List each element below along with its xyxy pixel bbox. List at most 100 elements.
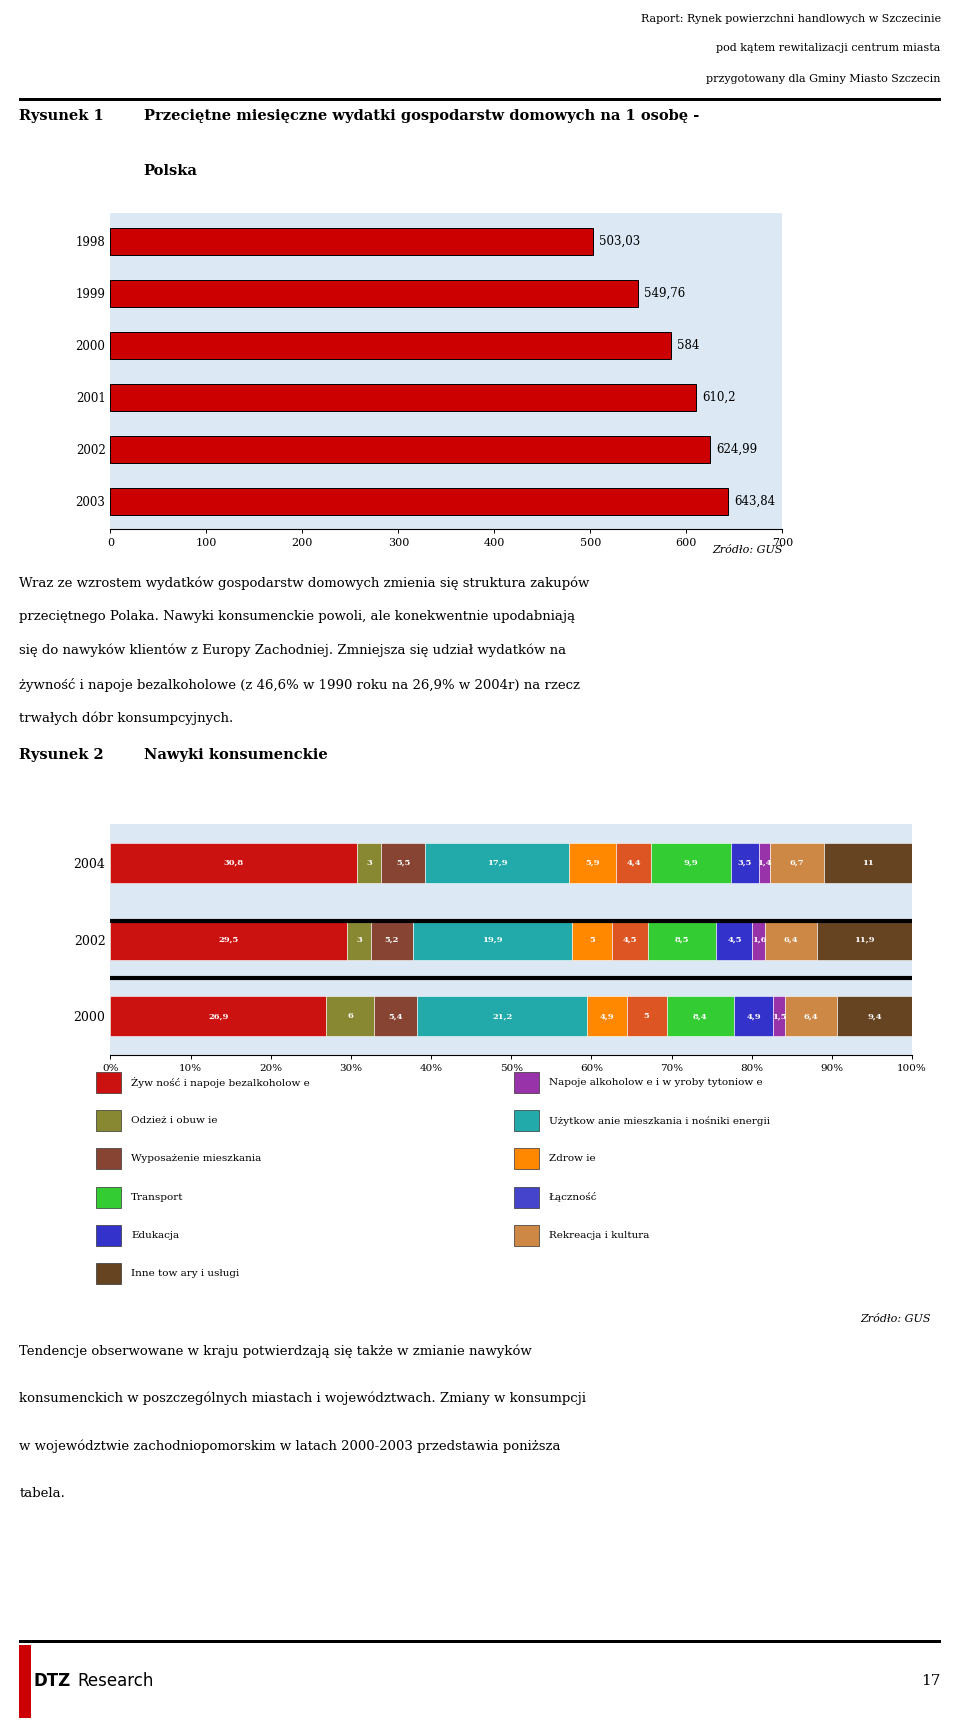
Text: 1,5: 1,5 xyxy=(772,1013,786,1020)
Bar xyxy=(753,920,765,959)
Text: 8,5: 8,5 xyxy=(675,935,689,944)
Bar xyxy=(514,1225,539,1246)
Bar xyxy=(381,843,425,883)
Bar xyxy=(652,843,731,883)
Text: 9,4: 9,4 xyxy=(867,1013,881,1020)
Text: Zdrow ie: Zdrow ie xyxy=(549,1154,595,1164)
Text: przygotowany dla Gminy Miasto Szczecin: przygotowany dla Gminy Miasto Szczecin xyxy=(707,75,941,83)
Bar xyxy=(96,1225,121,1246)
Text: Zródło: GUS: Zródło: GUS xyxy=(861,1313,931,1324)
Bar xyxy=(616,843,652,883)
Text: 11: 11 xyxy=(862,859,874,866)
Text: przeciętnego Polaka. Nawyki konsumenckie powoli, ale konekwentnie upodabniają: przeciętnego Polaka. Nawyki konsumenckie… xyxy=(19,611,575,623)
Text: Tendencje obserwowane w kraju potwierdzają się także w zmianie nawyków: Tendencje obserwowane w kraju potwierdza… xyxy=(19,1345,532,1359)
Text: 26,9: 26,9 xyxy=(208,1013,228,1020)
Text: 3: 3 xyxy=(367,859,372,866)
Bar xyxy=(110,227,593,255)
Bar xyxy=(716,920,753,959)
Text: 4,5: 4,5 xyxy=(727,935,742,944)
Text: 4,5: 4,5 xyxy=(623,935,637,944)
Text: DTZ: DTZ xyxy=(34,1673,71,1690)
Bar xyxy=(374,996,418,1036)
Bar xyxy=(627,996,666,1036)
Text: 584: 584 xyxy=(677,338,699,352)
Bar xyxy=(96,1149,121,1169)
Text: 17: 17 xyxy=(922,1674,941,1688)
Text: 1,4: 1,4 xyxy=(757,859,772,866)
Text: Odzież i obuw ie: Odzież i obuw ie xyxy=(132,1116,218,1126)
Text: 5,2: 5,2 xyxy=(385,935,399,944)
Bar xyxy=(731,843,759,883)
Text: 6,4: 6,4 xyxy=(783,935,799,944)
Bar xyxy=(588,996,627,1036)
Text: 21,2: 21,2 xyxy=(492,1013,513,1020)
Text: Przeciętne miesięczne wydatki gospodarstw domowych na 1 osobę -: Przeciętne miesięczne wydatki gospodarst… xyxy=(144,109,699,123)
Bar xyxy=(96,1072,121,1093)
Text: Rekreacja i kultura: Rekreacja i kultura xyxy=(549,1230,649,1241)
Text: 5,5: 5,5 xyxy=(396,859,411,866)
Bar xyxy=(425,843,569,883)
Text: konsumenckich w poszczególnych miastach i województwach. Zmiany w konsumpcji: konsumenckich w poszczególnych miastach … xyxy=(19,1391,587,1405)
Text: Inne tow ary i usługi: Inne tow ary i usługi xyxy=(132,1268,239,1279)
Text: Wraz ze wzrostem wydatków gospodarstw domowych zmienia się struktura zakupów: Wraz ze wzrostem wydatków gospodarstw do… xyxy=(19,576,589,590)
Text: się do nawyków klientów z Europy Zachodniej. Zmniejsza się udział wydatków na: się do nawyków klientów z Europy Zachodn… xyxy=(19,644,566,658)
Bar xyxy=(569,843,616,883)
Text: 643,84: 643,84 xyxy=(734,494,776,508)
Text: 4,4: 4,4 xyxy=(627,859,641,866)
Bar xyxy=(785,996,837,1036)
Text: 5: 5 xyxy=(589,935,595,944)
Text: 4,9: 4,9 xyxy=(746,1013,761,1020)
Text: trwałych dóbr konsumpcyjnych.: trwałych dóbr konsumpcyjnych. xyxy=(19,711,233,725)
Text: 29,5: 29,5 xyxy=(219,935,239,944)
Text: 4,9: 4,9 xyxy=(600,1013,614,1020)
Text: Edukacja: Edukacja xyxy=(132,1230,180,1241)
Text: 3: 3 xyxy=(356,935,362,944)
Bar xyxy=(514,1110,539,1131)
Text: Polska: Polska xyxy=(144,165,198,179)
Bar xyxy=(96,1110,121,1131)
Text: 19,9: 19,9 xyxy=(482,935,503,944)
Bar xyxy=(347,920,371,959)
Text: pod kątem rewitalizacji centrum miasta: pod kątem rewitalizacji centrum miasta xyxy=(716,43,941,54)
Bar xyxy=(514,1187,539,1208)
Bar xyxy=(110,435,710,463)
Bar xyxy=(96,1187,121,1208)
Text: 549,76: 549,76 xyxy=(644,286,685,300)
Text: Zródło: GUS: Zródło: GUS xyxy=(712,545,782,555)
Text: Żyw ność i napoje bezalkoholow e: Żyw ność i napoje bezalkoholow e xyxy=(132,1077,310,1088)
Text: 503,03: 503,03 xyxy=(599,234,640,248)
Bar xyxy=(666,996,734,1036)
Bar xyxy=(371,920,413,959)
Bar xyxy=(774,996,785,1036)
Text: 5,4: 5,4 xyxy=(389,1013,403,1020)
Text: Rysunek 2: Rysunek 2 xyxy=(19,748,104,762)
Text: 9,9: 9,9 xyxy=(684,859,699,866)
Text: 3,5: 3,5 xyxy=(737,859,752,866)
Bar xyxy=(110,843,357,883)
Bar xyxy=(357,843,381,883)
Text: 624,99: 624,99 xyxy=(716,442,757,456)
Text: Łączność: Łączność xyxy=(549,1192,597,1202)
Text: tabela.: tabela. xyxy=(19,1487,65,1499)
Text: Rysunek 1: Rysunek 1 xyxy=(19,109,104,123)
Text: 5: 5 xyxy=(644,1013,650,1020)
Bar xyxy=(648,920,716,959)
Bar xyxy=(413,920,572,959)
Bar xyxy=(759,843,770,883)
Bar xyxy=(514,1072,539,1093)
Text: Napoje alkoholow e i w yroby tytoniow e: Napoje alkoholow e i w yroby tytoniow e xyxy=(549,1077,762,1088)
Bar xyxy=(514,1149,539,1169)
Text: 1,6: 1,6 xyxy=(752,935,766,944)
Bar xyxy=(817,920,912,959)
Text: 6: 6 xyxy=(348,1013,353,1020)
Bar xyxy=(110,331,671,359)
Text: żywność i napoje bezalkoholowe (z 46,6% w 1990 roku na 26,9% w 2004r) na rzecz: żywność i napoje bezalkoholowe (z 46,6% … xyxy=(19,678,580,692)
Bar xyxy=(770,843,824,883)
Bar xyxy=(110,383,696,411)
Bar xyxy=(572,920,612,959)
Text: Wyposażenie mieszkania: Wyposażenie mieszkania xyxy=(132,1154,261,1164)
Bar xyxy=(612,920,648,959)
Text: w województwie zachodniopomorskim w latach 2000-2003 przedstawia poniższa: w województwie zachodniopomorskim w lata… xyxy=(19,1440,561,1452)
Bar xyxy=(19,1645,31,1718)
Text: 5,9: 5,9 xyxy=(586,859,600,866)
